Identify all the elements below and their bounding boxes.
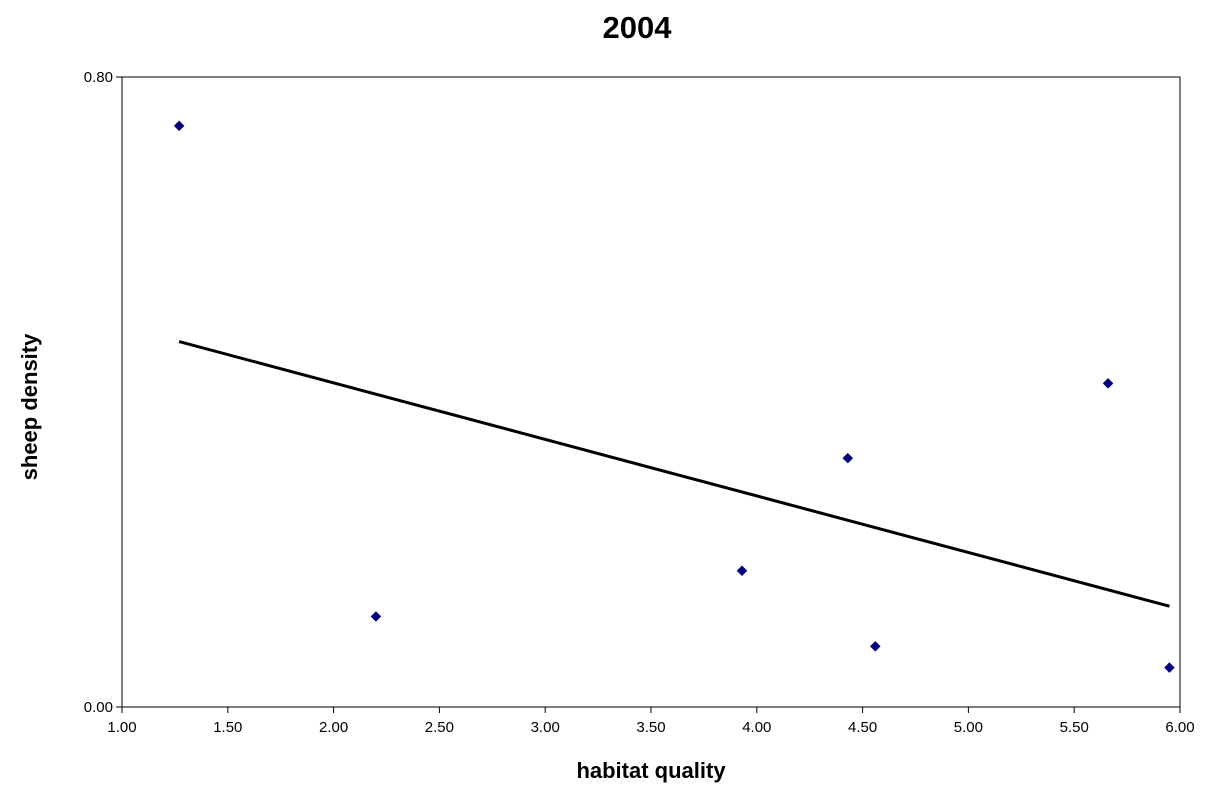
x-tick-label: 2.50 (425, 719, 454, 736)
x-tick-label: 4.00 (742, 719, 771, 736)
chart-title: 2004 (603, 10, 673, 45)
x-axis: 1.00 1.50 2.00 2.50 3.00 3.50 4.00 4.50 5.00 5.50… (107, 707, 1195, 736)
trendline (178, 340, 1170, 608)
x-tick-label: 2.00 (319, 719, 348, 736)
x-tick-label: 5.50 (1060, 719, 1089, 736)
x-tick-label: 4.50 (848, 719, 877, 736)
x-tick-label: 1.50 (213, 719, 242, 736)
x-tick-label: 3.00 (531, 719, 560, 736)
x-axis-label: habitat quality (576, 758, 726, 783)
data-point (736, 565, 748, 577)
x-tick-label: 1.00 (107, 719, 136, 736)
x-tick-label: 5.00 (954, 719, 983, 736)
data-point (370, 611, 382, 622)
data-points (173, 120, 1175, 673)
y-tick-label: 0.00 (84, 699, 113, 716)
x-tick-label: 6.00 (1165, 719, 1194, 736)
y-axis: 0.00 0.80 (84, 69, 122, 716)
data-point (842, 452, 854, 464)
y-tick-label: 0.80 (84, 69, 113, 86)
x-tick-label: 3.50 (636, 719, 665, 736)
data-point (1102, 377, 1114, 389)
data-point (173, 120, 185, 132)
data-point (1164, 662, 1175, 673)
plot-area (121, 76, 1181, 708)
data-point (869, 641, 881, 652)
y-axis-label: sheep density (17, 333, 42, 480)
